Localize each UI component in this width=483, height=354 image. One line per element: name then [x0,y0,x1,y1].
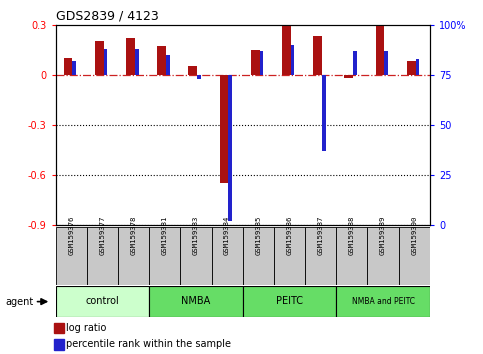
Bar [157,46,166,75]
Bar [384,51,388,75]
Text: PEITC: PEITC [276,296,303,306]
Bar [344,75,353,78]
Bar [64,58,72,75]
Bar [87,227,118,285]
Text: GSM159384: GSM159384 [224,215,230,255]
Bar [407,62,415,75]
Bar [313,36,322,75]
Bar [126,38,135,75]
Bar [398,227,430,285]
Bar [95,41,103,75]
Bar [135,49,139,75]
Text: GSM159376: GSM159376 [68,215,74,255]
Text: GSM159378: GSM159378 [130,215,137,255]
Bar [242,286,336,317]
Text: GSM159383: GSM159383 [193,215,199,255]
Text: NMBA: NMBA [181,296,211,306]
Text: GSM159386: GSM159386 [286,215,293,255]
Bar [305,227,336,285]
Bar [188,67,197,75]
Bar [228,75,232,221]
Text: GDS2839 / 4123: GDS2839 / 4123 [56,9,158,22]
Bar [368,227,398,285]
Bar [166,55,170,75]
Bar [242,227,274,285]
Text: GSM159387: GSM159387 [318,215,324,255]
Bar [56,286,149,317]
Bar [282,25,291,75]
Bar [197,75,201,79]
Bar [118,227,149,285]
Bar [149,286,242,317]
Bar [149,227,180,285]
Text: percentile rank within the sample: percentile rank within the sample [66,339,231,349]
Bar [220,75,228,183]
Text: control: control [85,296,119,306]
Bar [212,227,242,285]
Text: GSM159385: GSM159385 [256,215,261,255]
Text: GSM159381: GSM159381 [162,215,168,255]
Bar [259,51,263,75]
Bar [56,227,87,285]
Text: NMBA and PEITC: NMBA and PEITC [352,297,414,306]
Text: log ratio: log ratio [66,323,107,333]
Bar [55,323,64,333]
Text: GSM159388: GSM159388 [349,215,355,255]
Bar [376,25,384,75]
Bar [336,286,430,317]
Text: GSM159377: GSM159377 [99,215,105,255]
Bar [353,51,357,75]
Bar [103,49,107,75]
Bar [55,339,64,350]
Bar [291,45,295,75]
Bar [415,59,419,75]
Bar [274,227,305,285]
Bar [336,227,368,285]
Text: agent: agent [6,297,34,307]
Bar [180,227,212,285]
Bar [72,61,76,75]
Text: GSM159390: GSM159390 [411,215,417,255]
Bar [322,75,326,151]
Bar [251,50,259,75]
Text: GSM159389: GSM159389 [380,215,386,255]
